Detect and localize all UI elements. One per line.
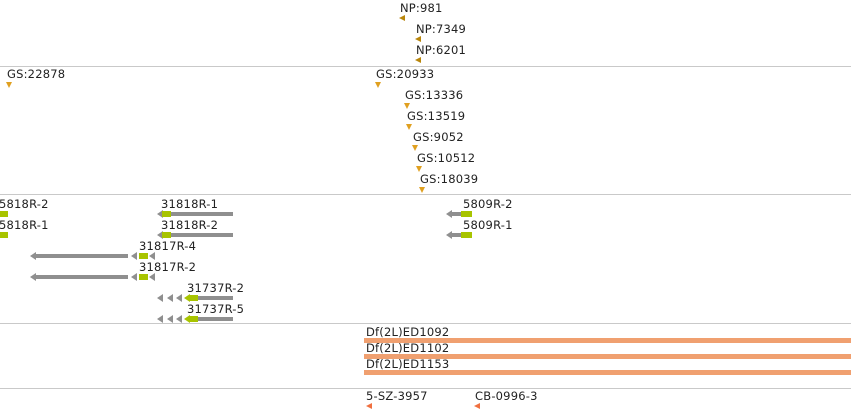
strand-arrow-icon [184,315,190,323]
transcript-label[interactable]: 31818R-1 [161,197,219,211]
transcript-exon[interactable] [190,295,198,301]
transcript-exon[interactable] [0,211,8,217]
transcript-exon[interactable] [139,253,148,259]
transcript-label[interactable]: 5818R-1 [0,218,49,232]
np-label[interactable]: NP:6201 [416,43,467,57]
transcript-label[interactable]: 31817R-4 [139,239,197,253]
transcript-label[interactable]: 5809R-1 [463,218,513,232]
transcript-exon[interactable] [171,233,233,237]
strand-arrow-icon [176,294,182,302]
gs-label[interactable]: GS:10512 [417,151,476,165]
strand-arrow-icon [149,273,155,281]
clone-marker-icon[interactable] [474,403,480,409]
transcript-exon[interactable] [33,275,128,279]
strand-arrow-icon [167,315,173,323]
np-label[interactable]: NP:7349 [416,22,467,36]
strand-arrow-icon [149,252,155,260]
transcript-exon[interactable] [0,232,8,238]
strand-arrow-icon [30,273,36,281]
gs-marker-icon[interactable] [6,82,12,88]
transcript-label[interactable]: 31817R-2 [139,260,197,274]
strand-arrow-icon [446,210,452,218]
transcript-exon[interactable] [451,212,461,216]
gs-label[interactable]: GS:13519 [407,109,466,123]
transcript-exon[interactable] [139,274,148,280]
strand-arrow-icon [157,294,163,302]
transcript-label[interactable]: 5809R-2 [463,197,513,211]
np-marker-icon[interactable] [415,57,421,63]
track-separator [0,194,851,195]
strand-arrow-icon [30,252,36,260]
clone-label[interactable]: CB-0996-3 [475,389,538,403]
transcript-exon[interactable] [33,254,128,258]
gs-track: GS:22878 GS:20933 GS:13336 GS:13519 GS:9… [0,67,851,194]
transcript-label[interactable]: 31737R-2 [187,281,245,295]
strand-arrow-icon [157,315,163,323]
track-separator [0,323,851,324]
strand-arrow-icon [446,231,452,239]
strand-arrow-icon [131,273,137,281]
transcript-exon[interactable] [198,296,233,300]
deficiency-bar[interactable] [364,370,851,375]
strand-arrow-icon [157,210,163,218]
gs-marker-icon[interactable] [419,187,425,193]
transcript-exon[interactable] [171,212,233,216]
np-marker-icon[interactable] [399,15,405,21]
track-separator [0,66,851,67]
track-separator [0,388,851,389]
gs-label[interactable]: GS:13336 [405,88,464,102]
gs-label[interactable]: GS:22878 [7,67,66,81]
transcript-exon[interactable] [198,317,233,321]
gs-marker-icon[interactable] [412,145,418,151]
transcript-exon[interactable] [451,233,461,237]
transcript-track: 5818R-2 5818R-1 31818R-1 31818R-2 31817R… [0,195,851,323]
strand-arrow-icon [176,315,182,323]
gs-marker-icon[interactable] [416,166,422,172]
deficiency-track: Df(2L)ED1092 Df(2L)ED1102 Df(2L)ED1153 [0,324,851,388]
strand-arrow-icon [167,294,173,302]
gs-label[interactable]: GS:20933 [376,67,435,81]
np-marker-icon[interactable] [415,36,421,42]
transcript-exon[interactable] [162,211,171,217]
deficiency-bar[interactable] [364,354,851,359]
clone-marker-icon[interactable] [366,403,372,409]
deficiency-label[interactable]: Df(2L)ED1153 [366,357,450,371]
transcript-exon[interactable] [461,232,472,238]
gs-marker-icon[interactable] [375,82,381,88]
gs-marker-icon[interactable] [406,124,412,130]
clone-track: 5-SZ-3957 CB-0996-3 [0,389,851,413]
strand-arrow-icon [157,231,163,239]
transcript-label[interactable]: 31737R-5 [187,302,245,316]
strand-arrow-icon [184,294,190,302]
deficiency-bar[interactable] [364,338,851,343]
transcript-exon[interactable] [461,211,472,217]
np-label[interactable]: NP:981 [400,1,443,15]
strand-arrow-icon [131,252,137,260]
transcript-exon[interactable] [190,316,198,322]
deficiency-label[interactable]: Df(2L)ED1092 [366,325,450,339]
np-track: NP:981 NP:7349 NP:6201 [0,0,851,66]
deficiency-label[interactable]: Df(2L)ED1102 [366,341,450,355]
gs-label[interactable]: GS:18039 [420,172,479,186]
clone-label[interactable]: 5-SZ-3957 [366,389,428,403]
transcript-label[interactable]: 31818R-2 [161,218,219,232]
transcript-exon[interactable] [162,232,171,238]
gs-label[interactable]: GS:9052 [413,130,464,144]
gs-marker-icon[interactable] [404,103,410,109]
transcript-label[interactable]: 5818R-2 [0,197,49,211]
